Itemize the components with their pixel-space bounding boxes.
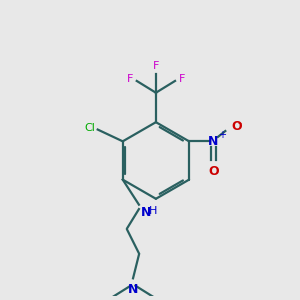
Text: N: N bbox=[208, 135, 219, 148]
Text: O: O bbox=[231, 120, 242, 133]
Text: N: N bbox=[128, 283, 138, 296]
Text: +: + bbox=[218, 130, 226, 140]
Text: F: F bbox=[178, 74, 185, 85]
Text: -: - bbox=[237, 118, 242, 128]
Text: H: H bbox=[149, 206, 158, 216]
Text: F: F bbox=[153, 61, 159, 71]
Text: O: O bbox=[208, 165, 219, 178]
Text: N: N bbox=[140, 206, 151, 219]
Text: F: F bbox=[127, 74, 133, 85]
Text: Cl: Cl bbox=[84, 123, 95, 133]
